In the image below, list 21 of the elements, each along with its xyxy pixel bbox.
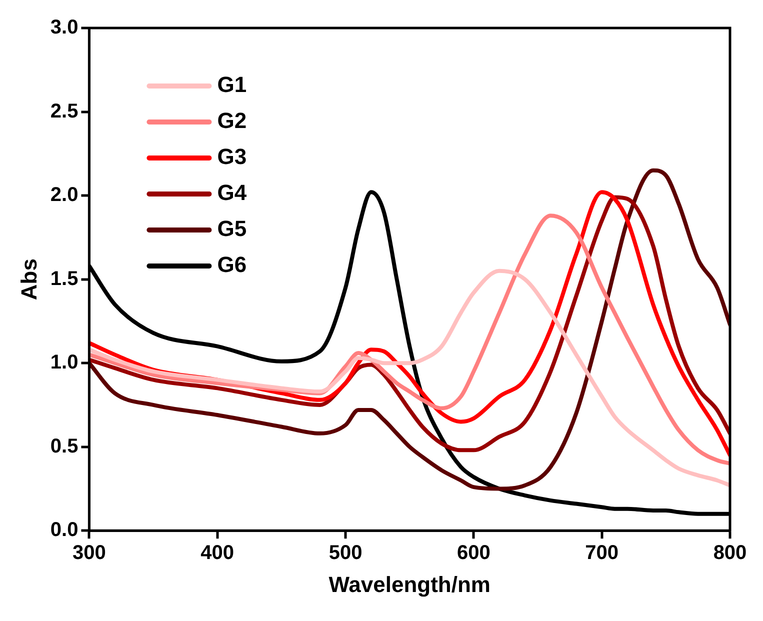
y-tick-label: 2.5 [50,100,78,122]
y-tick-label: 0.5 [50,435,78,458]
legend-label: G2 [217,108,247,134]
legend-label: G1 [217,72,247,98]
x-tick-label: 500 [328,542,362,564]
legend-label: G4 [217,180,248,206]
legend-label: G6 [217,252,247,278]
x-tick-label: 800 [713,542,747,564]
x-tick-label: 600 [456,542,490,564]
x-axis-title: Wavelength/nm [328,572,490,597]
y-tick-label: 2.0 [50,184,78,206]
x-tick-label: 300 [72,542,106,564]
y-axis-title: Abs [16,258,42,300]
x-tick-label: 400 [200,542,234,564]
y-tick-label: 3.0 [50,16,78,39]
y-tick-label: 1.0 [50,352,78,374]
legend-label: G3 [217,144,247,170]
legend-label: G5 [217,216,247,242]
x-tick-label: 700 [585,542,619,564]
y-tick-label: 1.5 [50,268,78,290]
y-tick-label: 0.0 [50,519,78,542]
